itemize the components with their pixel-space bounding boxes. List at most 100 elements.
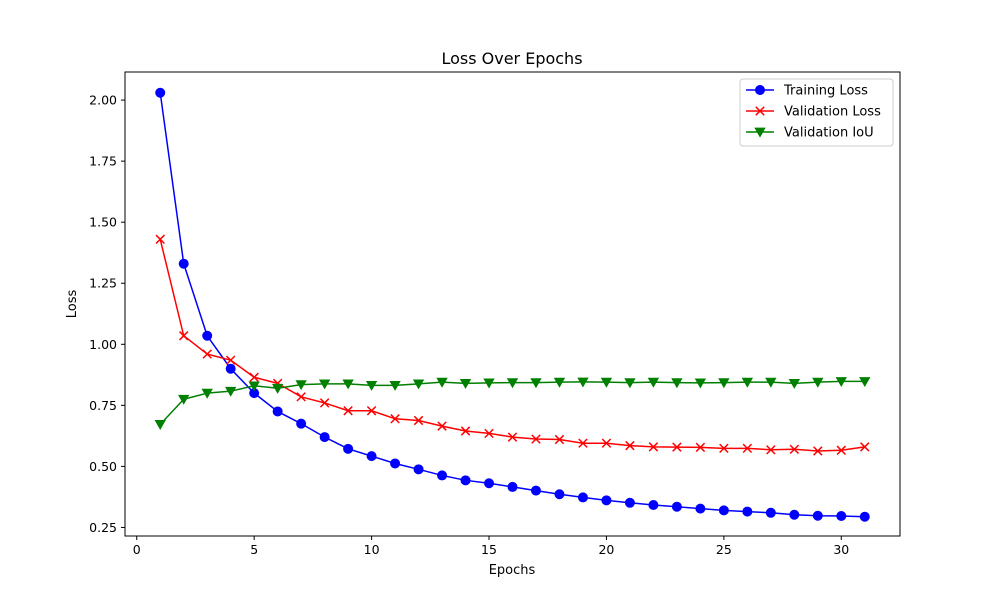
data-point-training-loss — [225, 363, 236, 374]
data-point-validation-iou — [225, 386, 237, 397]
data-point-validation-loss — [202, 349, 212, 359]
data-point-validation-loss — [742, 443, 753, 454]
data-point-validation-loss — [366, 405, 377, 416]
data-point-validation-loss — [695, 442, 706, 453]
data-point-validation-loss — [413, 415, 424, 426]
data-point-validation-loss — [860, 442, 870, 452]
data-point-validation-iou — [741, 377, 754, 388]
data-point-training-loss — [718, 505, 729, 516]
data-point-validation-loss — [719, 443, 729, 454]
data-point-validation-loss — [554, 434, 565, 445]
data-point-validation-iou — [201, 388, 213, 399]
data-point-validation-loss — [507, 432, 518, 442]
data-point-training-loss — [155, 87, 166, 98]
y-tick-label: 1.25 — [89, 276, 117, 291]
data-point-validation-iou — [694, 378, 707, 389]
chart-title: Loss Over Epochs — [441, 49, 582, 68]
legend-box — [739, 78, 894, 147]
legend-marker — [755, 106, 765, 116]
legend-label: Validation IoU — [784, 126, 874, 141]
data-point-validation-loss — [249, 372, 259, 382]
y-tick-label: 1.75 — [89, 154, 117, 169]
data-point-validation-loss — [390, 414, 400, 424]
data-point-validation-loss — [601, 438, 612, 448]
data-point-validation-loss — [789, 444, 800, 455]
data-point-training-loss — [460, 475, 471, 486]
data-point-validation-iou — [577, 377, 589, 388]
y-tick-label: 0.25 — [89, 520, 117, 535]
legend-item: Training Loss — [746, 84, 868, 99]
series-line-training-loss — [159, 92, 865, 518]
x-tick-label: 10 — [364, 542, 380, 557]
data-point-validation-loss — [648, 442, 659, 452]
data-point-training-loss — [577, 492, 588, 503]
data-point-validation-iou — [788, 379, 800, 389]
series-layer — [154, 87, 871, 522]
data-point-validation-iou — [154, 420, 166, 430]
data-point-validation-iou — [624, 378, 636, 389]
data-point-validation-iou — [412, 379, 425, 390]
data-point-training-loss — [601, 495, 612, 506]
series-line-validation-loss — [159, 239, 865, 452]
y-axis-label: Loss — [65, 290, 80, 319]
data-point-training-loss — [648, 499, 659, 510]
x-axis-label: Epochs — [489, 563, 536, 578]
legend-label: Training Loss — [783, 84, 868, 99]
plot-area — [124, 71, 901, 537]
x-tick-label: 5 — [250, 542, 258, 557]
data-point-training-loss — [859, 511, 870, 522]
data-point-training-loss — [530, 485, 541, 496]
data-point-training-loss — [413, 464, 424, 475]
legend: Training Loss Validation Loss Validation I… — [739, 78, 894, 147]
data-point-training-loss — [742, 506, 753, 517]
data-point-validation-iou — [271, 383, 284, 394]
data-point-validation-iou — [530, 378, 542, 389]
data-point-training-loss — [484, 478, 495, 489]
data-point-validation-loss — [319, 398, 330, 408]
data-point-validation-iou — [365, 380, 378, 391]
data-point-training-loss — [437, 470, 448, 481]
series-validation-iou — [154, 377, 871, 430]
x-axis: 0 5 10 15 20 25 30 — [133, 536, 849, 557]
y-tick-label: 1.50 — [89, 215, 117, 230]
data-point-validation-iou — [765, 377, 777, 388]
data-point-validation-loss — [296, 392, 306, 402]
series-validation-loss — [155, 234, 870, 456]
data-point-validation-iou — [389, 380, 401, 391]
data-point-training-loss — [554, 489, 565, 500]
data-point-validation-iou — [342, 379, 354, 390]
y-tick-label: 2.00 — [89, 93, 117, 108]
legend-item: Validation IoU — [746, 126, 874, 141]
data-point-training-loss — [812, 510, 823, 521]
data-point-validation-loss — [225, 355, 236, 365]
legend-marker — [754, 127, 766, 138]
y-tick-label: 1.00 — [89, 337, 117, 352]
data-point-validation-iou — [671, 378, 683, 389]
data-point-training-loss — [178, 258, 189, 269]
data-point-validation-iou — [553, 377, 566, 388]
data-point-validation-iou — [248, 381, 260, 392]
data-point-validation-iou — [647, 377, 660, 388]
data-point-validation-loss — [343, 405, 353, 416]
data-point-training-loss — [319, 432, 330, 443]
data-point-validation-iou — [718, 378, 730, 389]
data-point-validation-iou — [506, 378, 519, 389]
x-tick-label: 20 — [598, 542, 614, 557]
data-point-validation-iou — [812, 377, 824, 388]
data-point-training-loss — [507, 481, 518, 492]
data-point-training-loss — [390, 458, 401, 469]
data-point-validation-loss — [813, 446, 823, 456]
data-point-training-loss — [671, 501, 682, 512]
x-tick-label: 15 — [481, 542, 497, 557]
data-point-validation-loss — [178, 331, 189, 341]
data-point-validation-iou — [859, 377, 871, 387]
x-tick-label: 30 — [833, 542, 849, 557]
data-point-training-loss — [789, 509, 800, 520]
data-point-training-loss — [343, 443, 354, 454]
data-point-validation-loss — [766, 445, 776, 455]
data-point-training-loss — [836, 510, 847, 521]
x-tick-label: 25 — [716, 542, 732, 557]
legend-item: Validation Loss — [746, 105, 881, 120]
data-point-validation-loss — [437, 421, 447, 431]
